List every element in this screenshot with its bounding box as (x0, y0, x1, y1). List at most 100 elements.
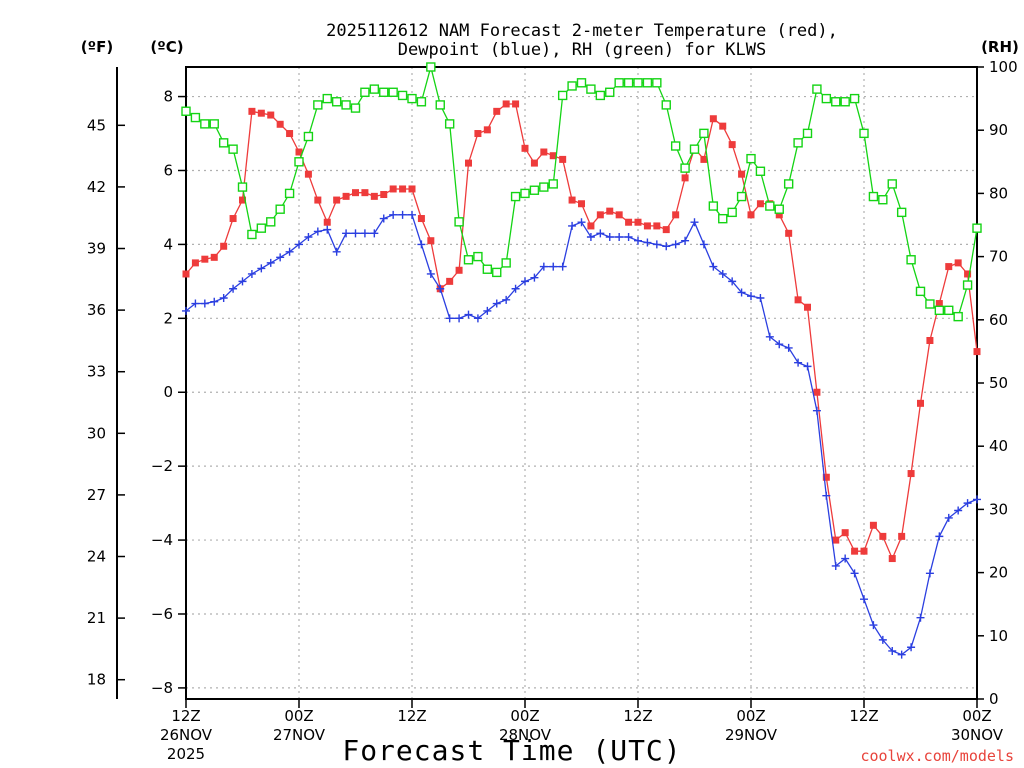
temperature-point (615, 211, 623, 219)
dewpoint-point (549, 262, 558, 271)
rh-point (623, 78, 634, 88)
dewpoint-point (379, 214, 388, 223)
temperature-point (973, 348, 981, 356)
temperature-point (662, 226, 670, 234)
temperature-point (257, 109, 265, 117)
dewpoint-point (389, 210, 398, 219)
rh-line (185, 64, 978, 318)
dewpoint-point (954, 506, 963, 515)
dewpoint-point (765, 332, 774, 341)
temperature-point (625, 218, 633, 226)
dewpoint-point (276, 253, 285, 262)
temperature-point (417, 215, 425, 223)
dewpoint-point (417, 240, 426, 249)
temperature-point (634, 218, 642, 226)
celsius-tick-label: 4 (163, 235, 173, 253)
dewpoint-point (784, 343, 793, 352)
rh-point (642, 78, 653, 88)
dewpoint-point (643, 238, 652, 247)
dewpoint-line (185, 214, 978, 656)
temperature-point (851, 547, 859, 555)
temperature-point (709, 115, 717, 123)
time-tick-label: 12Z (397, 707, 426, 725)
rh-point (190, 112, 201, 123)
dewpoint-point (511, 284, 520, 293)
rh-point (200, 119, 210, 129)
temperature-point (521, 144, 529, 152)
temperature-point (427, 237, 435, 245)
rh-point (529, 185, 540, 195)
rh-point (708, 201, 719, 211)
rh-point (209, 119, 219, 129)
dewpoint-point (897, 650, 906, 659)
dewpoint-point (681, 236, 690, 245)
temperature-point (220, 242, 228, 250)
temperature-point (964, 270, 972, 278)
series-dewpoint (182, 210, 981, 659)
rh-point (605, 87, 615, 97)
rh-point (294, 157, 304, 167)
temperature-point (822, 473, 830, 481)
dewpoint-point (709, 262, 718, 271)
dewpoint-point (370, 229, 379, 238)
dewpoint-point (963, 499, 972, 508)
rh-point (416, 97, 427, 107)
fahrenheit-tick-label: 21 (87, 609, 106, 627)
fahrenheit-tick-label: 39 (87, 240, 106, 258)
dewpoint-point (483, 306, 492, 315)
temperature-point (370, 192, 378, 200)
rh-point (821, 93, 832, 104)
temperature-point (728, 141, 736, 149)
dewpoint-point (521, 277, 529, 286)
rh-point (953, 311, 963, 322)
dewpoint-point (558, 262, 567, 271)
dewpoint-point (803, 362, 812, 371)
rh-tick-label: 80 (989, 184, 1008, 202)
rh-point (812, 84, 822, 94)
dewpoint-point (473, 314, 482, 323)
temperature-point (653, 222, 661, 230)
dewpoint-point (973, 495, 981, 504)
rh-point (510, 191, 521, 202)
dewpoint-point (690, 218, 699, 227)
time-tick-label: 12Z (171, 707, 200, 725)
rh-point (962, 280, 973, 290)
temperature-point (926, 336, 934, 344)
dewpoint-point (775, 340, 784, 349)
dewpoint-point (916, 613, 925, 622)
temperature-point (559, 155, 567, 163)
temperature-point (286, 130, 294, 138)
temperature-point (229, 215, 237, 223)
rh-point (313, 100, 323, 110)
dewpoint-point (756, 293, 765, 302)
temperature-point (917, 399, 924, 407)
temperature-point (201, 255, 209, 263)
time-tick-label: 00Z (510, 707, 539, 725)
rh-point (802, 128, 813, 139)
rh-tick-label: 100 (989, 58, 1018, 76)
temperature-point (408, 185, 416, 193)
rh-tick-label: 30 (989, 500, 1008, 518)
rh-point (586, 84, 596, 94)
fahrenheit-tick-label: 30 (87, 424, 106, 442)
dewpoint-point (568, 221, 577, 230)
rh-tick-label: 0 (989, 690, 999, 708)
rh-point (463, 255, 474, 265)
rh-point (350, 103, 361, 113)
temperature-point (719, 122, 727, 130)
series-temperature (182, 100, 981, 563)
dewpoint-point (671, 240, 680, 249)
rh-point (689, 144, 700, 154)
chart-title-line2: Dewpoint (blue), RH (green) for KLWS (398, 40, 766, 60)
dewpoint-point (323, 225, 332, 234)
dewpoint-point (342, 229, 351, 238)
temperature-point (314, 196, 322, 204)
dewpoint-point (266, 258, 275, 267)
rh-point (501, 258, 511, 268)
temperature-point (540, 148, 548, 156)
rh-point (661, 100, 671, 110)
temperature-point (399, 185, 407, 193)
rh-point (284, 188, 295, 199)
dewpoint-point (586, 233, 595, 242)
